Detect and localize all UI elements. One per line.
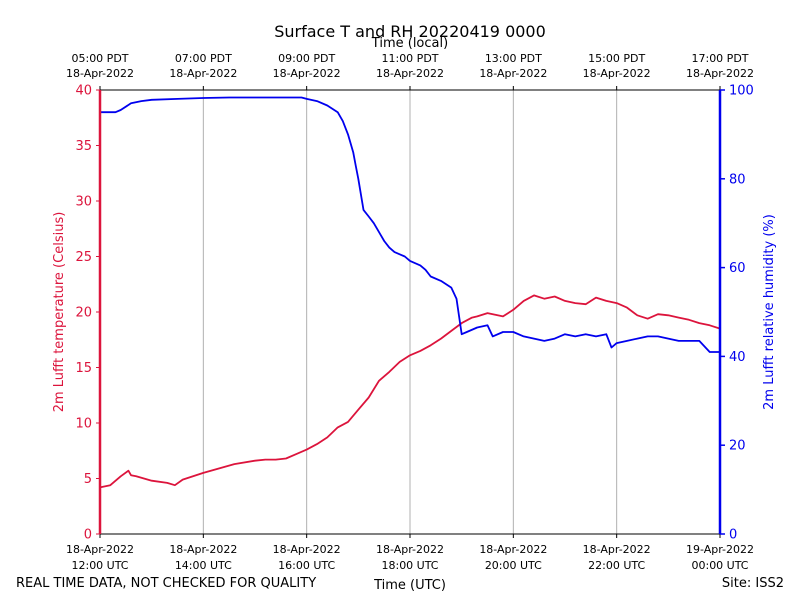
x-tick-label-top-time: 13:00 PDT xyxy=(485,52,542,65)
x-tick-label-top-date: 18-Apr-2022 xyxy=(66,67,134,80)
x-tick-label-bottom-time: 22:00 UTC xyxy=(588,559,645,572)
y-tick-label-left: 10 xyxy=(75,417,92,432)
humidity-series-line xyxy=(100,96,720,353)
y-tick-label-left: 0 xyxy=(84,528,92,543)
x-tick-label-top-date: 18-Apr-2022 xyxy=(479,67,547,80)
x-tick-label-top-date: 18-Apr-2022 xyxy=(686,67,754,80)
x-tick-label-top-date: 18-Apr-2022 xyxy=(169,67,237,80)
x-tick-label-top-time: 07:00 PDT xyxy=(175,52,232,65)
x-tick-label-top-time: 15:00 PDT xyxy=(588,52,645,65)
x-tick-label-top-time: 17:00 PDT xyxy=(691,52,748,65)
temperature-series-line xyxy=(99,294,721,489)
y-tick-label-right: 20 xyxy=(729,439,746,454)
x-tick-label-top-date: 18-Apr-2022 xyxy=(376,67,444,80)
y-tick-label-right: 80 xyxy=(729,172,746,187)
x-tick-label-bottom-time: 20:00 UTC xyxy=(485,559,542,572)
x-tick-label-top-date: 18-Apr-2022 xyxy=(583,67,651,80)
labels-layer: Surface T and RH 20220419 0000 Time (loc… xyxy=(52,22,777,593)
x-tick-label-bottom-date: 18-Apr-2022 xyxy=(583,543,651,556)
y-tick-label-left: 35 xyxy=(75,139,92,154)
grid-layer xyxy=(202,90,618,534)
x-tick-label-top-time: 05:00 PDT xyxy=(71,52,128,65)
x-tick-label-top-time: 09:00 PDT xyxy=(278,52,335,65)
y-tick-label-left: 5 xyxy=(84,472,92,487)
x-tick-label-bottom-time: 16:00 UTC xyxy=(278,559,335,572)
y-tick-label-right: 0 xyxy=(729,528,737,543)
x-axis-bottom-label: Time (UTC) xyxy=(373,578,446,593)
y-axis-right-label: 2m Lufft relative humidity (%) xyxy=(762,214,777,410)
chart-title: Surface T and RH 20220419 0000 xyxy=(274,22,546,41)
x-tick-label-bottom-date: 18-Apr-2022 xyxy=(273,543,341,556)
y-tick-label-left: 40 xyxy=(75,84,92,99)
y-tick-label-left: 15 xyxy=(75,361,92,376)
site-label: Site: ISS2 xyxy=(721,576,784,591)
x-tick-label-bottom-date: 18-Apr-2022 xyxy=(169,543,237,556)
y-tick-label-right: 100 xyxy=(729,84,754,99)
series-layer xyxy=(99,96,721,489)
x-tick-label-bottom-date: 18-Apr-2022 xyxy=(66,543,134,556)
x-tick-label-bottom-time: 12:00 UTC xyxy=(71,559,128,572)
y-tick-label-right: 60 xyxy=(729,261,746,276)
y-tick-label-left: 30 xyxy=(75,195,92,210)
axes-layer: 18-Apr-2022 12:00 UTC 05:00 PDT 18-Apr-2022… xyxy=(66,52,754,572)
x-tick-label-bottom-time: 00:00 UTC xyxy=(691,559,748,572)
y-axis-left-label: 2m Lufft temperature (Celsius) xyxy=(52,212,67,413)
y-tick-label-right: 40 xyxy=(729,350,746,365)
x-tick-label-bottom-date: 18-Apr-2022 xyxy=(479,543,547,556)
x-tick-label-top-time: 11:00 PDT xyxy=(381,52,438,65)
x-tick-label-bottom-time: 18:00 UTC xyxy=(381,559,438,572)
y-tick-label-left: 20 xyxy=(75,306,92,321)
x-axis-top-label: Time (local) xyxy=(371,36,448,51)
quality-disclaimer: REAL TIME DATA, NOT CHECKED FOR QUALITY xyxy=(16,576,317,591)
x-tick-label-bottom-date: 19-Apr-2022 xyxy=(686,543,754,556)
x-tick-label-top-date: 18-Apr-2022 xyxy=(273,67,341,80)
x-tick-label-bottom-date: 18-Apr-2022 xyxy=(376,543,444,556)
y-tick-label-left: 25 xyxy=(75,250,92,265)
x-tick-label-bottom-time: 14:00 UTC xyxy=(175,559,232,572)
